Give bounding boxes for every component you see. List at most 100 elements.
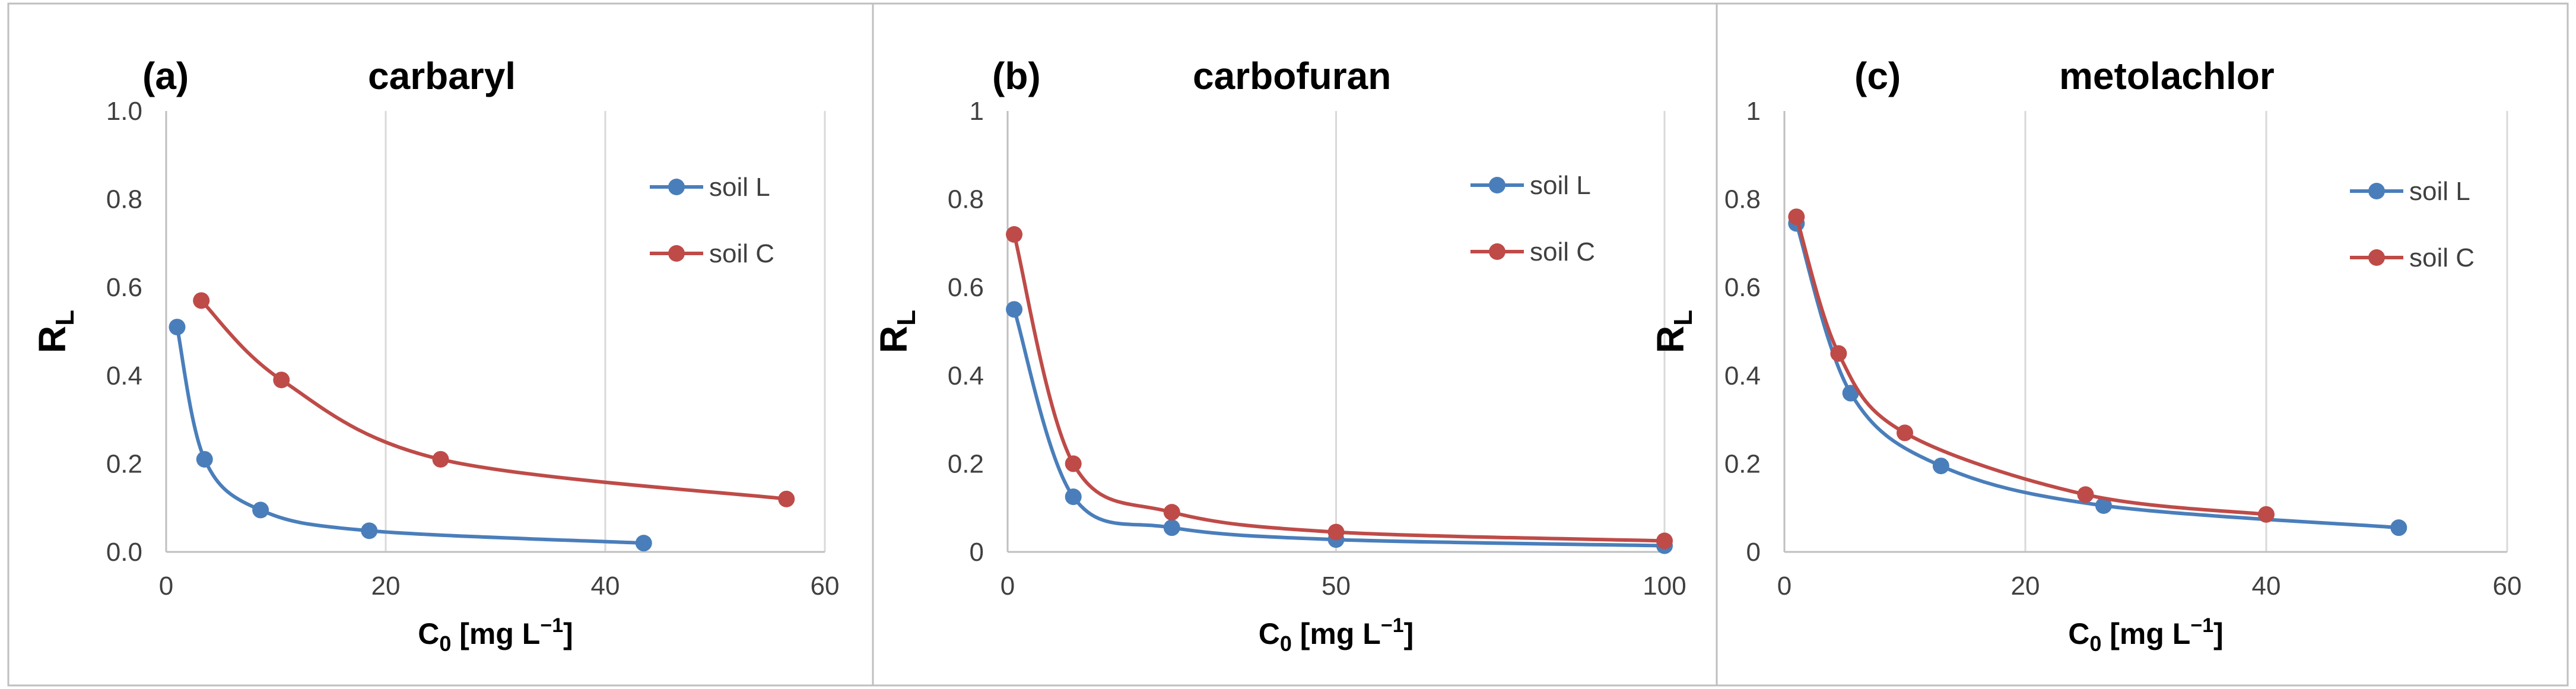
y-tick-label: 0.4 xyxy=(948,361,984,390)
y-tick-label: 0.6 xyxy=(1724,273,1761,302)
x-axis-label-close: ] xyxy=(1404,617,1414,650)
y-axis-label-main: R xyxy=(31,326,74,353)
y-tick-label: 0.6 xyxy=(948,273,984,302)
chart-panel-1: 0.00.20.40.60.81.00 20 40 60(a) carbarylRLC0… xyxy=(7,2,874,687)
x-axis-label-superscript: −1 xyxy=(1381,614,1404,637)
y-tick-label: 0.8 xyxy=(948,185,984,214)
x-axis-label-main: C xyxy=(2068,617,2089,650)
legend-marker xyxy=(668,179,685,195)
legend-marker xyxy=(2368,183,2385,199)
data-point xyxy=(2258,506,2275,523)
y-axis-label-subscript: L xyxy=(1669,310,1698,326)
x-tick-label: 100 xyxy=(1643,571,1686,601)
data-point xyxy=(252,501,269,519)
legend-marker xyxy=(1489,177,1505,193)
y-axis-label-main: R xyxy=(1649,326,1692,353)
data-point xyxy=(1327,523,1345,541)
data-point xyxy=(1163,519,1180,536)
data-point xyxy=(1656,532,1673,550)
chart-title: carbaryl xyxy=(368,55,516,97)
chart-title: carbofuran xyxy=(1193,55,1391,97)
x-axis-label-close: ] xyxy=(2213,617,2224,650)
y-tick-label: 0.2 xyxy=(948,449,984,478)
data-point xyxy=(196,450,213,468)
x-tick-label: 50 xyxy=(1322,571,1351,601)
series-line-1 xyxy=(1794,221,2401,530)
panel-frame xyxy=(1716,2,2569,687)
x-tick-label: 20 xyxy=(2011,571,2040,601)
y-axis-label-subscript: L xyxy=(50,310,80,326)
series-line-2 xyxy=(1012,233,1666,543)
x-tick-label: 40 xyxy=(2252,571,2281,601)
data-point xyxy=(361,522,378,539)
data-point xyxy=(1788,208,1805,226)
data-point xyxy=(1006,226,1023,243)
y-tick-label: 0.8 xyxy=(106,185,142,214)
legend-marker xyxy=(668,245,685,262)
x-tick-label: 0 xyxy=(1777,571,1792,601)
series-line-2 xyxy=(1794,215,2268,516)
data-point xyxy=(2095,497,2112,514)
y-tick-label: 0.6 xyxy=(106,273,142,302)
x-axis-label-close: ] xyxy=(563,617,573,650)
y-tick-label: 0 xyxy=(1746,538,1761,567)
x-axis-label-subscript: 0 xyxy=(439,631,451,656)
x-axis-label-main: C xyxy=(1259,617,1280,650)
data-point xyxy=(1065,488,1082,506)
y-tick-label: 1.0 xyxy=(106,97,142,126)
y-tick-label: 0.4 xyxy=(106,361,142,390)
data-point xyxy=(1897,424,1913,442)
data-point xyxy=(1163,504,1180,521)
chart-title: metolachlor xyxy=(2059,55,2275,97)
x-tick-label: 60 xyxy=(2493,571,2522,601)
panel-frame xyxy=(872,2,1718,687)
x-tick-label: 0 xyxy=(1000,571,1015,601)
legend-label: soil C xyxy=(709,239,774,268)
y-tick-label: 0.4 xyxy=(1724,361,1761,390)
y-axis-label-main: R xyxy=(872,326,915,353)
y-tick-label: 1 xyxy=(970,97,984,126)
x-axis-label-unit: [mg L xyxy=(451,617,540,650)
data-point xyxy=(2390,519,2407,536)
x-axis-label: C0 [mg L−1] xyxy=(2068,614,2224,656)
x-axis-label-superscript: −1 xyxy=(2190,614,2213,637)
data-point xyxy=(1830,345,1847,362)
data-point xyxy=(1065,455,1082,472)
y-axis-label: RL xyxy=(1649,310,1698,353)
data-point xyxy=(273,372,290,389)
y-tick-label: 0.0 xyxy=(106,538,142,567)
legend-label: soil L xyxy=(1530,171,1591,200)
legend-marker xyxy=(1489,243,1505,260)
x-tick-label: 20 xyxy=(371,571,401,601)
x-axis-label: C0 [mg L−1] xyxy=(1259,614,1414,656)
legend-label: soil C xyxy=(2409,243,2475,272)
y-tick-label: 0 xyxy=(970,538,984,567)
x-axis-label-superscript: −1 xyxy=(540,614,563,637)
panel-label: (b) xyxy=(992,55,1041,97)
x-axis-label-unit: [mg L xyxy=(1292,617,1381,650)
series-line-2 xyxy=(199,299,789,501)
x-axis-label-subscript: 0 xyxy=(1280,631,1292,656)
y-tick-label: 0.2 xyxy=(106,449,142,478)
data-point xyxy=(2077,486,2094,503)
data-point xyxy=(432,450,449,468)
chart-panel-3: 0 0.2 0.4 0.6 0.8 1 0 20 40 60 (c) metolachlor RL C0 … xyxy=(1649,2,2569,687)
y-tick-label: 1 xyxy=(1746,97,1761,126)
y-axis-label: RL xyxy=(872,310,921,353)
x-tick-label: 60 xyxy=(811,571,840,601)
legend-marker xyxy=(2368,249,2385,266)
panel-label: (c) xyxy=(1854,55,1901,97)
y-tick-label: 0.2 xyxy=(1724,449,1761,478)
data-point xyxy=(635,535,652,552)
data-point xyxy=(1842,385,1859,402)
series-line-1 xyxy=(1012,307,1666,548)
legend-label: soil C xyxy=(1530,237,1595,266)
y-axis-label: RL xyxy=(31,310,80,353)
y-axis-label-subscript: L xyxy=(892,310,921,326)
x-axis-label-unit: [mg L xyxy=(2101,617,2190,650)
data-point xyxy=(778,490,795,507)
data-point xyxy=(193,292,210,309)
